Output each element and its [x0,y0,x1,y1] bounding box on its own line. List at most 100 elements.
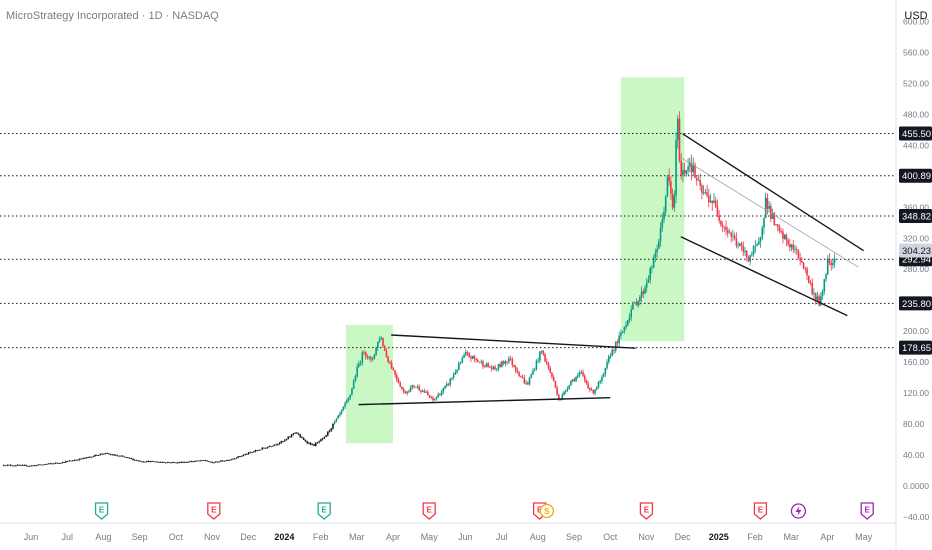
candle [73,459,76,462]
x-axis[interactable]: Jun Jul Aug Sep Oct Nov Dec 2024 Feb Mar Apr May Jun… [24,532,873,542]
candle [757,236,760,245]
candle-body [296,432,298,434]
candle [444,385,446,390]
candle-body [189,461,191,463]
currency-label[interactable]: USD [904,10,928,22]
candle [83,457,86,459]
candle [354,374,357,382]
candle [682,162,684,183]
candle-body [32,465,34,467]
y-tick-label: 520.00 [903,79,929,89]
candle-body [2,464,5,466]
candle [397,377,400,384]
candle-body [509,358,512,360]
candle-body [115,454,117,456]
candle [670,175,672,200]
candle-body [78,458,81,460]
trendline-2[interactable] [391,334,636,349]
candle-body [447,383,450,385]
candle [440,389,443,397]
candle [292,432,295,436]
candle-body [347,397,350,401]
candle [35,464,38,467]
candle-body [104,453,107,454]
candle-body [275,444,277,446]
candle [647,275,650,284]
trendlines[interactable] [358,133,864,406]
candle-body [85,457,88,459]
candle-body [89,456,91,458]
candle [82,457,84,460]
candle [321,437,324,441]
candle [263,447,265,449]
candle [432,395,434,403]
candle-body [39,464,41,466]
event-marker-9[interactable] [790,503,807,519]
candle [306,440,308,445]
candle [399,380,402,388]
trendline-1[interactable] [358,396,611,406]
candle [642,288,645,299]
candle-body [625,325,627,328]
candle-body [27,465,29,467]
event-marker-6[interactable]: S [539,503,554,519]
event-marker-10[interactable]: E [860,502,874,520]
candle-body [544,354,546,362]
event-marker-2[interactable]: E [207,502,221,520]
candle-body [495,368,498,370]
candle-body [82,458,84,459]
candle [70,460,72,462]
candle [414,386,417,388]
trendline-3[interactable] [682,133,864,252]
candle [578,370,581,378]
candle-body [740,243,743,246]
candle [87,456,90,458]
event-marker-4[interactable]: E [422,502,436,520]
candle [587,380,589,390]
highlight-zone-2[interactable] [621,77,685,342]
level-price-tag: 178.65 [902,343,931,354]
candle-body [692,164,695,173]
candle [439,393,441,396]
candle-body [571,379,574,382]
candle-body [254,450,257,452]
candle-body [599,380,602,383]
candle-body [170,462,172,464]
candle-body [752,246,755,255]
candle [725,220,727,235]
candle [97,454,100,456]
candle-body [704,192,707,194]
candle [213,461,215,464]
candle-body [675,140,677,196]
candle-body [73,460,76,461]
candle [25,464,27,467]
event-marker-3[interactable]: E [317,502,331,520]
candle [437,392,439,398]
horizontal-levels[interactable] [0,132,896,349]
event-marker-7[interactable]: E [639,502,654,520]
candle [480,359,483,365]
event-marker-1[interactable]: E [94,502,109,520]
candle-body [701,185,703,194]
candle-body [139,460,141,462]
candle-body [549,367,552,373]
event-marker-8[interactable]: E [753,502,768,520]
candle-body [371,358,374,360]
candle-body [732,235,734,237]
candle-body [825,274,827,280]
y-tick-label: 0.0000 [903,481,929,491]
candle-body [201,460,203,461]
trendline-5[interactable] [682,158,859,268]
candle [333,420,336,425]
candle-body [42,464,45,466]
trendline-4[interactable] [680,236,848,317]
candle-body [637,301,639,306]
candle-body [708,195,710,203]
candle-body [780,231,783,232]
candle-body [18,464,21,466]
earnings-icon [639,502,654,520]
candle [430,395,433,400]
candle-body [194,461,196,462]
